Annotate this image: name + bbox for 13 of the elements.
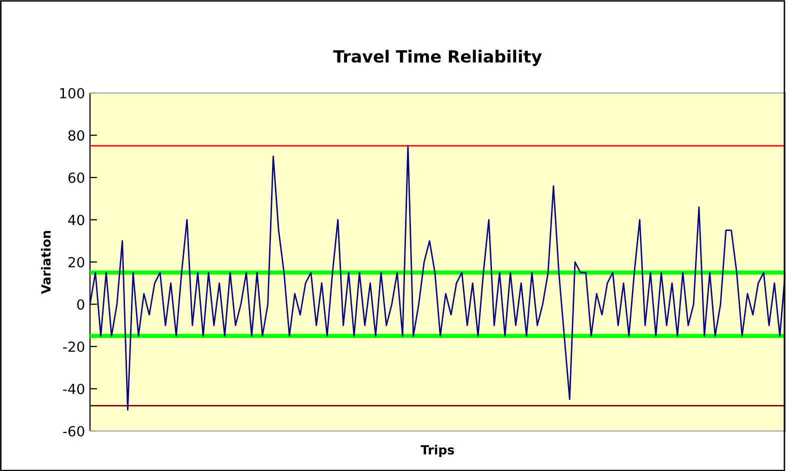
line-series [90,145,786,411]
y-tick-label: 0 [77,299,84,310]
y-axis-title: Variation [40,230,51,294]
y-tick-label: 100 [60,88,84,98]
chart-title: Travel Time Reliability [333,50,542,66]
y-tick-label: 60 [68,172,84,183]
y-tick-label: 40 [68,214,84,226]
y-tick-label: 80 [68,130,84,141]
y-tick-label: -40 [63,384,84,394]
y-tick-label: 20 [68,256,84,268]
y-tick-label: -20 [63,341,84,352]
y-tick-label: -60 [63,426,84,436]
x-axis-title: Trips [420,444,454,457]
